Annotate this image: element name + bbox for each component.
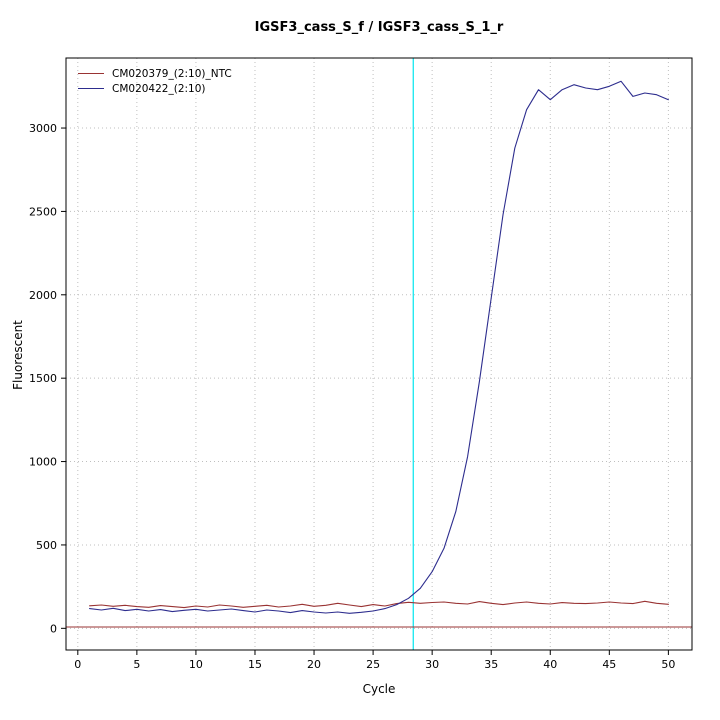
legend-item-ntc: CM020379_(2:10)_NTC — [78, 66, 232, 81]
x-tick-label: 40 — [543, 658, 557, 671]
x-tick-label: 15 — [248, 658, 262, 671]
y-tick-label: 3000 — [29, 122, 57, 135]
series-line-0 — [89, 600, 669, 609]
x-tick-label: 5 — [133, 658, 140, 671]
x-tick-label: 30 — [425, 658, 439, 671]
y-tick-label: 2500 — [29, 205, 57, 218]
legend-line-swatch-sample — [78, 88, 104, 89]
y-tick-label: 0 — [50, 622, 57, 635]
y-tick-label: 1500 — [29, 372, 57, 385]
legend-label-ntc: CM020379_(2:10)_NTC — [112, 67, 232, 80]
legend-label-sample: CM020422_(2:10) — [112, 82, 206, 95]
series-line-1 — [89, 80, 669, 614]
x-tick-label: 10 — [189, 658, 203, 671]
plot-title: IGSF3_cass_S_f / IGSF3_cass_S_1_r — [254, 20, 504, 35]
legend-line-swatch-ntc — [78, 73, 104, 74]
x-tick-label: 20 — [307, 658, 321, 671]
x-axis-label: Cycle — [362, 682, 396, 696]
legend: CM020379_(2:10)_NTC CM020422_(2:10) — [78, 66, 232, 96]
legend-item-sample: CM020422_(2:10) — [78, 81, 232, 96]
y-axis-label: Fluorescent — [11, 320, 25, 390]
y-tick-label: 2000 — [29, 289, 57, 302]
plot-border-box — [65, 57, 693, 651]
x-tick-label: 50 — [661, 658, 675, 671]
x-tick-label: 35 — [484, 658, 498, 671]
x-tick-label: 25 — [366, 658, 380, 671]
x-tick-label: 45 — [602, 658, 616, 671]
y-tick-label: 1000 — [29, 456, 57, 469]
y-tick-label: 500 — [36, 539, 57, 552]
x-tick-label: 0 — [74, 658, 81, 671]
